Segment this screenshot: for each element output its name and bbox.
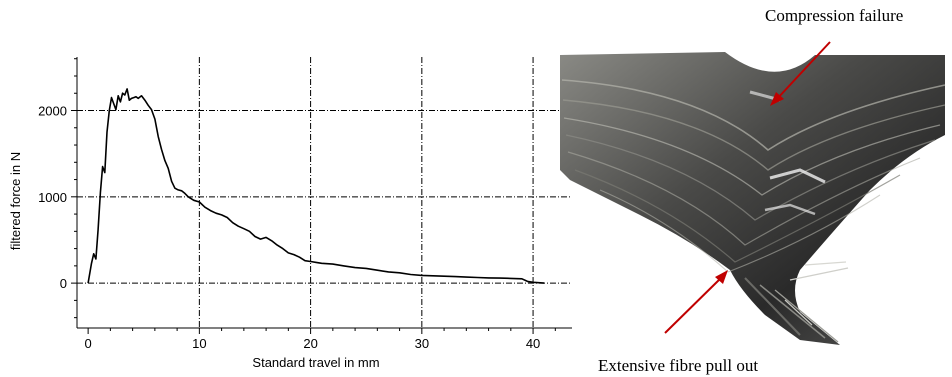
y-axis-label: filtered force in N bbox=[8, 152, 23, 250]
series-group bbox=[87, 88, 545, 284]
label-fibre-pull-out: Extensive fibre pull out bbox=[598, 356, 758, 375]
y-ticks: 0 1000 2000 bbox=[38, 58, 77, 319]
specimen-photo: Compression failure Extensive fibre pull… bbox=[560, 6, 946, 375]
axes bbox=[76, 57, 572, 329]
annotation-compression: Compression failure bbox=[765, 6, 903, 106]
x-tick-label: 10 bbox=[192, 336, 206, 351]
label-compression-failure: Compression failure bbox=[765, 6, 903, 25]
specimen-image bbox=[560, 52, 946, 345]
series-line-0 bbox=[87, 88, 545, 284]
arrow-compression bbox=[775, 41, 831, 101]
x-tick-label: 0 bbox=[85, 336, 92, 351]
x-tick-label: 30 bbox=[415, 336, 429, 351]
x-ticks: 0 10 20 30 40 bbox=[85, 328, 556, 351]
y-tick-label: 2000 bbox=[38, 104, 67, 119]
grid-lines bbox=[77, 57, 572, 328]
y-tick-label: 0 bbox=[60, 276, 67, 291]
x-tick-label: 40 bbox=[526, 336, 540, 351]
arrowhead-pullout bbox=[715, 270, 728, 284]
annotation-pullout: Extensive fibre pull out bbox=[598, 270, 758, 375]
force-travel-chart: 0 10 20 30 40 0 1000 2000 Standard travel in m… bbox=[8, 57, 572, 370]
arrow-pullout bbox=[664, 275, 724, 334]
x-tick-label: 20 bbox=[303, 336, 317, 351]
x-axis-label: Standard travel in mm bbox=[252, 355, 379, 370]
y-tick-label: 1000 bbox=[38, 190, 67, 205]
arrowhead-compression bbox=[770, 92, 784, 106]
